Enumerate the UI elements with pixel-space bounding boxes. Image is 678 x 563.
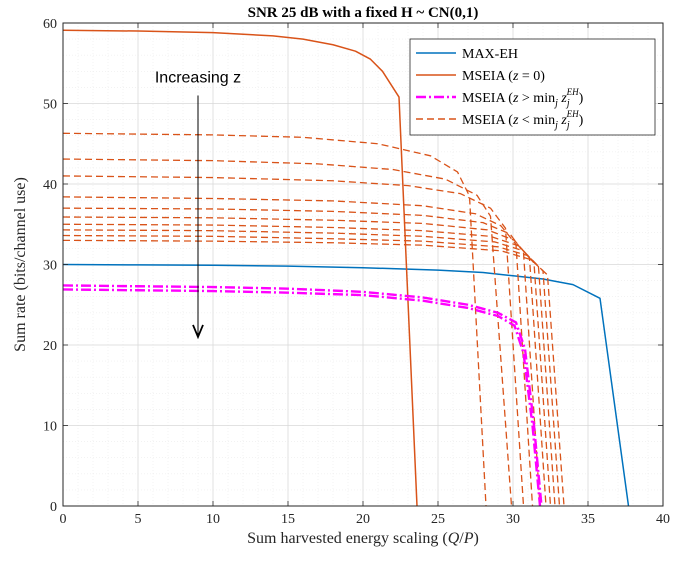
legend-label-mseia-below: MSEIA (z < minj zjEH) (462, 109, 584, 131)
x-tick-label: 40 (656, 512, 670, 527)
series-line-mseia-below-11 (63, 239, 565, 506)
x-tick-label: 10 (206, 512, 220, 527)
y-tick-label: 40 (43, 178, 57, 193)
x-tick-label: 0 (60, 512, 67, 527)
legend-entry-mseia-above: MSEIA (z > minj zjEH) (416, 87, 584, 109)
x-tick-label: 25 (431, 512, 445, 527)
legend: MAX-EH MSEIA (z = 0) MSEIA (z > minj zjE… (409, 38, 656, 136)
legend-entry-mseia-below: MSEIA (z < minj zjEH) (416, 109, 584, 131)
chart-title: SNR 25 dB with a fixed H ~ CN(0,1) (248, 5, 479, 21)
annotation: Increasing z (155, 69, 241, 340)
series-line-mseia-below-6 (63, 207, 541, 506)
y-axis-label: Sum rate (bits/channel use) (12, 177, 29, 352)
x-axis-label: Sum harvested energy scaling (Q/P) (247, 530, 479, 547)
y-tick-label: 60 (43, 17, 57, 32)
legend-label-mseia-above: MSEIA (z > minj zjEH) (462, 87, 584, 109)
y-tick-label: 10 (43, 420, 57, 435)
legend-label-max-eh: MAX-EH (462, 47, 518, 62)
series-line-mseia-above-12 (63, 284, 543, 506)
axis-ticks: 0 5 10 15 20 25 30 35 40 0 10 20 30 40 50 60 (43, 17, 670, 527)
y-tick-label: 30 (43, 259, 57, 274)
series-line-mseia-below-2 (63, 132, 487, 506)
series-line-mseia-below-4 (63, 175, 525, 506)
series-line-mseia-above-13 (63, 288, 542, 506)
annotation-text: Increasing z (155, 69, 241, 86)
legend-entry-max-eh: MAX-EH (416, 47, 518, 62)
x-tick-label: 15 (281, 512, 295, 527)
x-tick-label: 35 (581, 512, 595, 527)
legend-entry-mseia-z0: MSEIA (z = 0) (416, 69, 545, 84)
series-line-mseia-below-9 (63, 229, 556, 506)
y-tick-label: 20 (43, 339, 57, 354)
annotation-arrow-head (192, 324, 204, 340)
x-tick-label: 30 (506, 512, 520, 527)
x-tick-label: 5 (135, 512, 142, 527)
series-line-mseia-z0-1 (63, 29, 418, 506)
legend-label-mseia-z0: MSEIA (z = 0) (462, 69, 545, 84)
x-tick-label: 20 (356, 512, 370, 527)
y-tick-label: 0 (50, 500, 57, 515)
series-line-mseia-below-10 (63, 234, 561, 506)
series-line-max-eh-0 (63, 263, 630, 506)
series-line-mseia-below-3 (63, 158, 513, 506)
y-tick-label: 50 (43, 98, 57, 113)
series-layer (63, 29, 630, 506)
series-line-mseia-below-5 (63, 196, 534, 506)
